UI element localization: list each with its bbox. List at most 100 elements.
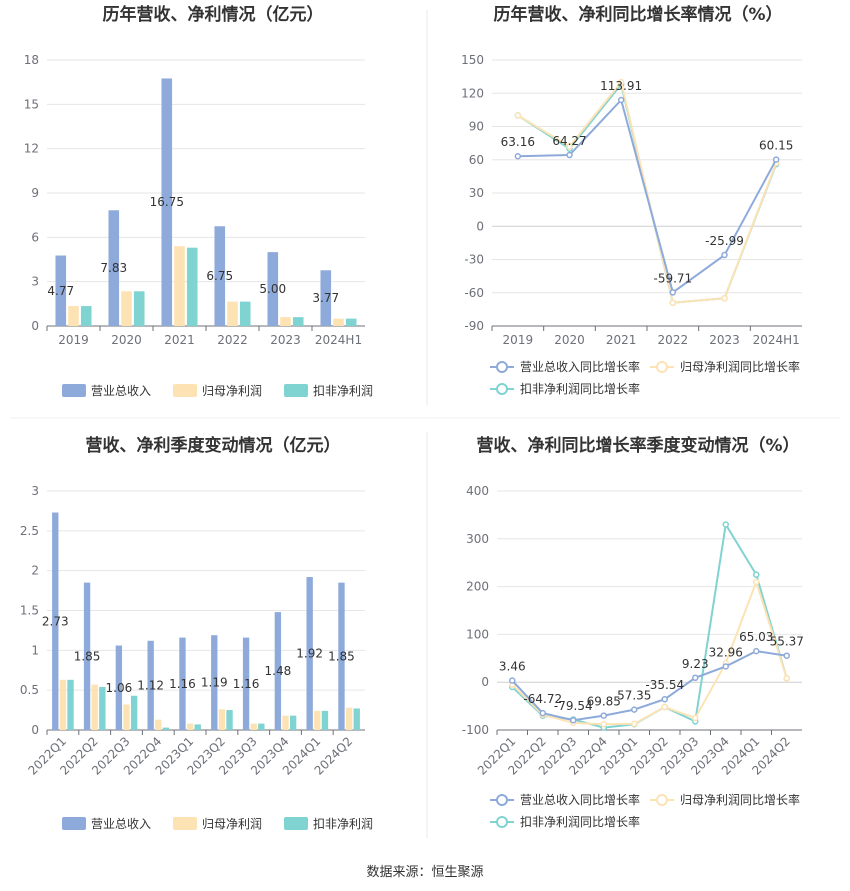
chart3-bar-deducted-profit <box>162 727 170 730</box>
chart4-point <box>600 721 607 728</box>
chart3-bar-net-profit <box>250 723 257 730</box>
chart3-bar-net-profit <box>155 719 162 730</box>
chart4-y-tick: -100 <box>462 723 489 737</box>
chart1-data-label: 6.75 <box>206 269 233 283</box>
chart4-data-label: 9.23 <box>682 657 709 671</box>
chart3-data-label: 1.92 <box>296 647 323 661</box>
chart3-legend-label: 营业总收入 <box>91 817 151 831</box>
chart1-legend-label: 扣非净利润 <box>313 384 373 398</box>
chart3-bar-revenue <box>179 637 186 730</box>
chart3-bar-revenue <box>211 635 218 730</box>
chart2-x-tick: 2019 <box>503 333 534 347</box>
chart1-data-label: 16.75 <box>150 195 184 209</box>
chart4-point <box>692 674 699 682</box>
chart2-x-tick: 2020 <box>554 333 585 347</box>
chart4-legend-label: 归母净利润同比增长率 <box>680 792 800 807</box>
chart4-y-tick: 0 <box>481 675 489 689</box>
chart3-legend-swatch <box>62 817 86 830</box>
chart2-data-label: 64.27 <box>552 134 586 148</box>
chart4-point <box>783 652 790 659</box>
chart1-bar-net-profit <box>174 246 185 326</box>
chart4-data-label: 32.96 <box>709 645 743 659</box>
chart4-legend-label: 营业总收入同比增长率 <box>520 792 640 807</box>
chart2-point <box>721 295 728 302</box>
chart2-point <box>617 96 625 104</box>
chart3-data-label: 1.85 <box>74 649 101 663</box>
chart1-bar-revenue <box>55 255 67 326</box>
chart3-bar-revenue <box>306 577 313 730</box>
chart3-title: 营收、净利季度变动情况（亿元） <box>86 435 341 456</box>
chart4-point <box>509 677 516 684</box>
chart1-data-label: 3.77 <box>312 291 339 305</box>
chart4-legend-marker <box>496 816 508 828</box>
chart4-data-label: 69.85 <box>587 695 621 709</box>
chart3-bar-net-profit <box>59 679 67 730</box>
chart4-title: 营收、净利同比增长率季度变动情况（%） <box>476 435 799 456</box>
chart3-bar-revenue <box>338 582 345 730</box>
chart1-x-tick: 2021 <box>164 333 195 347</box>
chart4-point <box>692 714 699 722</box>
chart3-y-tick: 1.5 <box>20 604 39 618</box>
chart3-legend-label: 扣非净利润 <box>313 817 373 831</box>
chart1-bar-net-profit <box>333 318 344 326</box>
chart1-y-tick: 9 <box>31 186 39 200</box>
chart1-bar-net-profit <box>68 306 79 326</box>
chart3-y-tick: 0.5 <box>20 683 39 697</box>
chart3-bar-net-profit <box>91 684 98 730</box>
chart2-y-tick: 150 <box>461 53 484 67</box>
chart4-legend-marker <box>656 794 668 806</box>
chart3-bar-deducted-profit <box>226 710 233 730</box>
chart2-y-tick: 90 <box>469 120 484 134</box>
chart1-data-label: 4.77 <box>47 284 74 298</box>
chart1-x-tick: 2020 <box>111 333 142 347</box>
chart4-point <box>753 578 760 586</box>
chart3-legend-label: 归母净利润 <box>202 817 262 831</box>
chart4-point <box>753 647 760 655</box>
chart4-data-label: -79.54 <box>554 699 593 713</box>
chart2-y-tick: -60 <box>464 286 484 300</box>
chart1-bar-net-profit <box>280 317 291 326</box>
chart4-point <box>539 709 546 717</box>
chart1-bar-deducted-profit <box>292 317 304 326</box>
chart3-legend-swatch <box>173 817 197 830</box>
chart3-bar-deducted-profit <box>353 708 360 730</box>
chart3-bar-revenue <box>147 640 154 730</box>
chart2-legend-marker <box>496 361 508 373</box>
chart3-y-tick: 2 <box>31 564 39 578</box>
chart3-bar-deducted-profit <box>99 686 106 730</box>
chart4-point <box>722 663 729 670</box>
chart1-bar-net-profit <box>121 291 132 326</box>
chart1-x-tick: 2024H1 <box>315 333 362 347</box>
chart3-bar-deducted-profit <box>321 710 329 730</box>
chart3-bar-deducted-profit <box>67 679 74 730</box>
chart1-title: 历年营收、净利情况（亿元） <box>103 4 324 25</box>
chart3-bar-net-profit <box>186 723 194 730</box>
chart4-line-revenue <box>511 650 787 722</box>
chart4-data-label: 65.03 <box>739 630 773 644</box>
chart3-bar-deducted-profit <box>258 723 265 730</box>
chart4-data-label: 3.46 <box>499 660 526 674</box>
chart4-data-label: 57.35 <box>617 689 651 703</box>
chart2-point <box>721 251 728 259</box>
chart2-legend-label: 归母净利润同比增长率 <box>680 359 800 374</box>
chart4-data-label: 55.37 <box>770 635 804 649</box>
chart2-x-tick: 2023 <box>709 333 740 347</box>
chart2-line-revenue <box>517 98 778 295</box>
chart3-data-label: 1.12 <box>137 678 164 692</box>
chart3-bar-net-profit <box>282 715 289 730</box>
chart2-legend-label: 扣非净利润同比增长率 <box>520 381 640 396</box>
chart2-data-label: -59.71 <box>653 271 692 285</box>
chart1-bar-deducted-profit <box>345 318 357 326</box>
chart4-point <box>631 720 638 728</box>
data-source: 数据来源：恒生聚源 <box>366 865 483 880</box>
chart2-y-tick: 60 <box>469 153 484 167</box>
chart1-legend-swatch <box>173 384 197 397</box>
chart2-y-tick: 30 <box>469 186 484 200</box>
chart3-bar-net-profit <box>218 709 226 730</box>
chart2-y-tick: -90 <box>464 319 484 333</box>
chart2-point <box>566 143 573 150</box>
chart4-legend-label: 扣非净利润同比增长率 <box>520 814 640 829</box>
chart1-y-tick: 15 <box>24 97 39 111</box>
chart2-title: 历年营收、净利同比增长率情况（%） <box>493 4 782 25</box>
